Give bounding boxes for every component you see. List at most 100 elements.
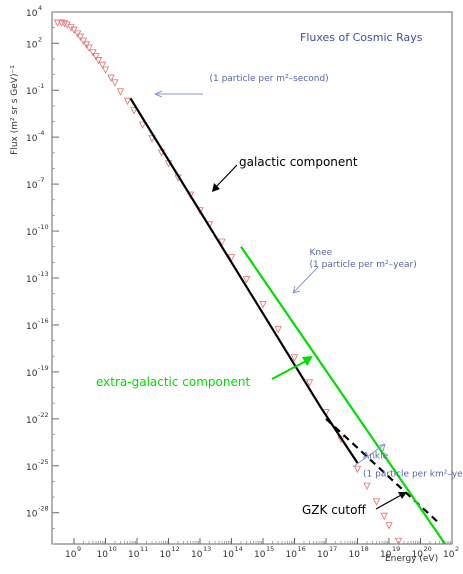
galactic-extrapolation-dashed-line bbox=[325, 417, 441, 525]
axis-ticks: 1091010101110121013101410151016101710181… bbox=[26, 4, 459, 560]
x-tick-exponent: 2 bbox=[455, 545, 459, 553]
note-label: Knee bbox=[310, 248, 333, 258]
y-tick-exponent: -16 bbox=[38, 317, 49, 325]
flux-data-point bbox=[92, 53, 100, 61]
x-tick-label: 10 bbox=[254, 550, 266, 560]
x-tick-exponent: 14 bbox=[235, 545, 243, 553]
x-tick-exponent: 11 bbox=[140, 545, 148, 553]
y-tick-label: 10 bbox=[26, 369, 38, 379]
flux-data-point bbox=[363, 482, 371, 491]
x-tick-label: 10 bbox=[223, 550, 235, 560]
y-tick-label: 10 bbox=[26, 463, 38, 473]
y-tick-exponent: -7 bbox=[38, 176, 44, 184]
x-tick-exponent: 18 bbox=[361, 545, 369, 553]
x-tick-label: 10 bbox=[286, 550, 298, 560]
x-tick-exponent: 17 bbox=[329, 545, 337, 553]
flux-data-point bbox=[79, 37, 88, 45]
note-label: (1 particle per m²–second) bbox=[209, 74, 328, 84]
flux-data-point bbox=[94, 57, 103, 65]
gzk-arrowhead bbox=[398, 492, 407, 499]
note-arrow-ankle bbox=[352, 443, 386, 468]
note-arrowhead-second bbox=[154, 90, 163, 98]
x-tick-label: 10 bbox=[160, 550, 172, 560]
flux-data-point bbox=[394, 537, 403, 546]
note-arrow-knee bbox=[292, 266, 319, 294]
flux-data-point bbox=[76, 33, 85, 41]
flux-data-point bbox=[218, 238, 226, 246]
y-tick-exponent: -25 bbox=[38, 458, 49, 466]
annotation-extra-galactic-component: extra-galactic component bbox=[96, 375, 250, 389]
x-tick-label: 10 bbox=[443, 550, 455, 560]
note-arrowhead-knee bbox=[292, 285, 301, 294]
flux-data-point bbox=[85, 44, 93, 52]
x-tick-label: 10 bbox=[128, 550, 140, 560]
flux-data-point bbox=[67, 24, 75, 32]
x-tick-label: 10 bbox=[191, 550, 203, 560]
flux-data-point bbox=[116, 88, 125, 96]
flux-data-point bbox=[242, 276, 251, 284]
x-tick-exponent: 16 bbox=[298, 545, 306, 553]
y-tick-label: 10 bbox=[26, 416, 38, 426]
y-tick-label: 10 bbox=[26, 181, 38, 191]
x-tick-label: 10 bbox=[380, 550, 392, 560]
y-tick-label: 10 bbox=[26, 228, 38, 238]
flux-data-point bbox=[305, 379, 314, 387]
flux-data-point bbox=[107, 74, 115, 82]
y-tick-exponent: -22 bbox=[38, 411, 49, 419]
chart-title: Fluxes of Cosmic Rays bbox=[300, 31, 423, 44]
flux-data-point bbox=[130, 107, 138, 115]
y-tick-exponent: -13 bbox=[38, 270, 49, 278]
flux-data-point bbox=[290, 354, 299, 362]
note-label: Ankle bbox=[363, 451, 389, 461]
extra-galactic-arrow-line bbox=[271, 360, 307, 380]
y-tick-exponent: 2 bbox=[38, 35, 42, 43]
extra-galactic-line bbox=[240, 246, 446, 545]
annotation-galactic-component: galactic component bbox=[239, 155, 358, 169]
x-tick-label: 10 bbox=[412, 550, 424, 560]
extra-galactic-arrowhead bbox=[302, 356, 313, 366]
flux-data-point bbox=[138, 121, 147, 129]
galactic-line bbox=[129, 97, 359, 464]
y-tick-exponent: -19 bbox=[38, 364, 49, 372]
plot-frame bbox=[51, 11, 453, 545]
y-tick-exponent: -4 bbox=[38, 129, 44, 137]
x-axis-label: Energy (eV) bbox=[385, 554, 438, 564]
flux-data-point bbox=[98, 61, 107, 70]
y-tick-label: 10 bbox=[26, 510, 38, 520]
series-layer bbox=[53, 19, 446, 546]
galactic-arrow-line bbox=[214, 164, 238, 189]
note-label: (1 particle per km²–year) bbox=[363, 470, 463, 480]
galactic-arrowhead bbox=[212, 183, 220, 192]
y-tick-exponent: -28 bbox=[38, 505, 49, 513]
x-tick-exponent: 15 bbox=[266, 545, 274, 553]
y-tick-label: 10 bbox=[26, 275, 38, 285]
note-label: (1 particle per m²–year) bbox=[310, 260, 417, 270]
flux-data-point bbox=[227, 254, 236, 262]
x-tick-exponent: 10 bbox=[109, 545, 117, 553]
x-tick-label: 10 bbox=[317, 550, 329, 560]
y-tick-label: 10 bbox=[26, 322, 38, 332]
flux-data-point bbox=[385, 522, 393, 530]
x-tick-label: 10 bbox=[65, 550, 77, 560]
note-arrowhead-ankle bbox=[377, 443, 386, 452]
y-tick-exponent: -10 bbox=[38, 223, 49, 231]
notes-layer: (1 particle per m²–second) Knee (1 particl… bbox=[209, 74, 463, 480]
y-tick-label: 10 bbox=[26, 134, 38, 144]
flux-data-point bbox=[101, 66, 110, 74]
y-tick-exponent: 4 bbox=[38, 4, 42, 12]
annotation-gzk-cutoff: GZK cutoff bbox=[302, 503, 366, 517]
flux-data-point bbox=[274, 326, 282, 334]
y-tick-label: 10 bbox=[26, 40, 38, 50]
x-tick-exponent: 13 bbox=[203, 545, 211, 553]
x-tick-exponent: 12 bbox=[172, 545, 180, 553]
x-tick-exponent: 20 bbox=[424, 545, 432, 553]
flux-data-point bbox=[53, 19, 62, 27]
y-tick-label: 10 bbox=[26, 9, 38, 19]
x-tick-label: 10 bbox=[349, 550, 361, 560]
x-tick-exponent: 9 bbox=[77, 545, 81, 553]
y-tick-label: 10 bbox=[26, 87, 38, 97]
flux-data-point bbox=[89, 49, 97, 57]
flux-data-point bbox=[111, 79, 119, 87]
y-tick-exponent: -1 bbox=[38, 82, 44, 90]
y-axis-label: Flux (m² sr s GeV)⁻¹ bbox=[10, 65, 20, 155]
